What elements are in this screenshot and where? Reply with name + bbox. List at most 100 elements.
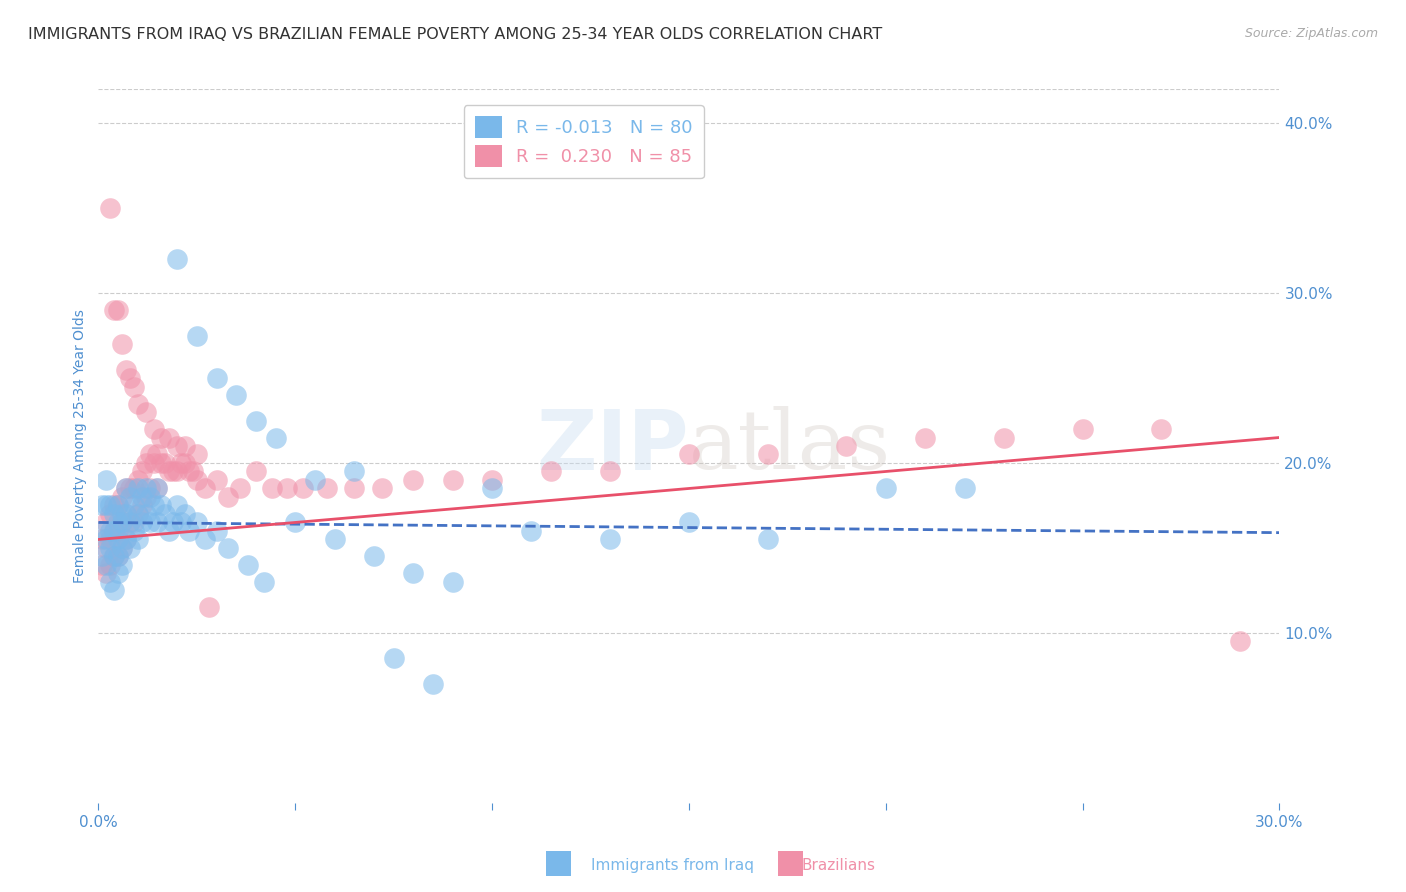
Point [107, 549, 129, 564]
Point [186, 328, 208, 343]
Point [323, 533, 346, 547]
Point [229, 482, 252, 496]
Point [217, 541, 239, 555]
Point [98, 507, 121, 521]
Point [96, 473, 118, 487]
Point [118, 371, 141, 385]
Point [103, 303, 125, 318]
Point [756, 533, 779, 547]
Point [343, 465, 366, 479]
Point [98, 574, 121, 589]
Point [111, 490, 134, 504]
Point [138, 516, 160, 530]
Point [107, 549, 129, 564]
Point [142, 499, 165, 513]
Point [98, 524, 121, 538]
Legend: R = -0.013   N = 80, R =  0.230   N = 85: R = -0.013 N = 80, R = 0.230 N = 85 [464, 105, 703, 178]
Point [127, 507, 149, 521]
Point [166, 499, 188, 513]
Point [115, 482, 138, 496]
Point [205, 371, 228, 385]
Point [914, 430, 936, 444]
Point [96, 516, 118, 530]
Point [162, 465, 184, 479]
Point [155, 507, 177, 521]
Point [115, 533, 138, 547]
Point [135, 490, 157, 504]
Point [292, 482, 315, 496]
Point [115, 507, 138, 521]
Point [115, 362, 138, 376]
Point [174, 456, 197, 470]
Point [135, 482, 157, 496]
Point [186, 473, 208, 487]
Point [150, 456, 173, 470]
Point [599, 533, 621, 547]
Point [103, 549, 125, 564]
Point [422, 677, 444, 691]
Point [402, 473, 425, 487]
Point [98, 201, 121, 215]
Point [217, 490, 239, 504]
Point [678, 448, 700, 462]
Point [177, 524, 200, 538]
Point [599, 465, 621, 479]
Point [111, 541, 134, 555]
Point [304, 473, 326, 487]
Point [146, 516, 169, 530]
Point [111, 516, 134, 530]
Point [363, 549, 385, 564]
Point [118, 516, 141, 530]
Point [131, 516, 153, 530]
Point [162, 516, 184, 530]
Point [118, 541, 141, 555]
Point [993, 430, 1015, 444]
Point [142, 456, 165, 470]
Point [875, 482, 897, 496]
Point [111, 558, 134, 572]
Point [131, 490, 153, 504]
Point [103, 524, 125, 538]
Point [122, 499, 145, 513]
Point [138, 448, 160, 462]
Point [157, 430, 180, 444]
Point [111, 516, 134, 530]
Point [103, 583, 125, 598]
Point [96, 566, 118, 581]
Point [481, 473, 503, 487]
Point [127, 507, 149, 521]
Point [138, 490, 160, 504]
Point [166, 465, 188, 479]
Point [122, 516, 145, 530]
Point [146, 482, 169, 496]
Point [481, 482, 503, 496]
Point [111, 337, 134, 351]
Point [194, 533, 217, 547]
Point [91, 558, 114, 572]
Point [186, 516, 208, 530]
Point [756, 448, 779, 462]
Point [181, 465, 204, 479]
Point [166, 439, 188, 453]
Point [107, 516, 129, 530]
Point [146, 482, 169, 496]
Point [131, 499, 153, 513]
Point [253, 574, 276, 589]
Point [118, 490, 141, 504]
Point [107, 533, 129, 547]
Point [402, 566, 425, 581]
Point [118, 482, 141, 496]
Point [441, 473, 464, 487]
Point [146, 448, 169, 462]
Text: Brazilians: Brazilians [801, 858, 876, 872]
Point [276, 482, 298, 496]
Point [96, 499, 118, 513]
Point [91, 533, 114, 547]
Text: Immigrants from Iraq: Immigrants from Iraq [591, 858, 754, 872]
Point [142, 422, 165, 436]
Point [264, 430, 287, 444]
Point [111, 507, 134, 521]
Point [236, 558, 259, 572]
Point [170, 456, 193, 470]
Point [343, 482, 366, 496]
